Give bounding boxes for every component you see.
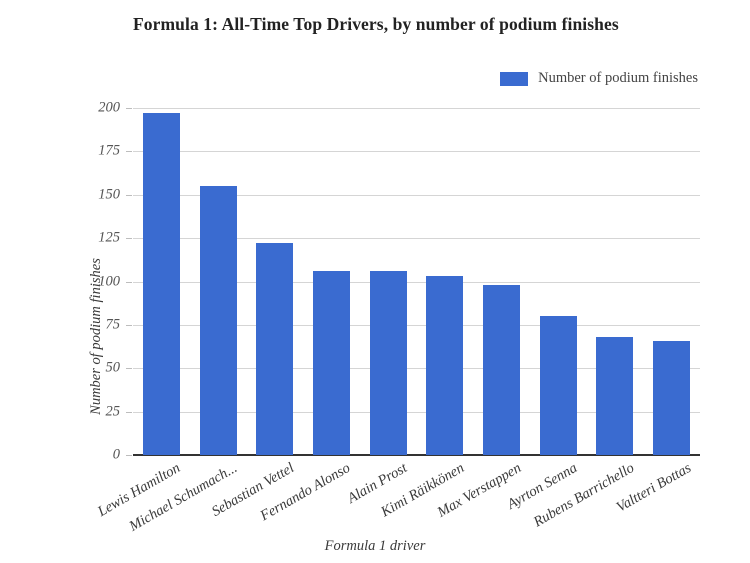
chart-legend: Number of podium finishes bbox=[500, 70, 698, 87]
bar[interactable] bbox=[596, 337, 634, 455]
legend-color-swatch bbox=[500, 71, 529, 86]
gridline bbox=[133, 368, 700, 370]
gridline bbox=[133, 411, 700, 413]
bar[interactable] bbox=[312, 271, 350, 455]
bar[interactable] bbox=[653, 340, 691, 455]
bar[interactable] bbox=[199, 186, 237, 455]
bar[interactable] bbox=[539, 316, 577, 455]
x-axis-tick-label: Rubens Barrichello bbox=[530, 460, 637, 531]
y-axis-tick-mark bbox=[126, 455, 132, 456]
y-axis-tick-mark bbox=[126, 324, 132, 326]
y-axis-tick-label: 175 bbox=[98, 142, 120, 159]
plot-area: 0 25 50 75 100 125 150 175 200 Lewis Hamilton Mic… bbox=[95, 100, 700, 535]
y-axis-tick-label: 200 bbox=[98, 99, 120, 116]
y-axis-tick-mark bbox=[126, 411, 132, 413]
bar[interactable] bbox=[142, 113, 180, 455]
bar[interactable] bbox=[483, 284, 521, 455]
y-axis-title-wrapper: Number of podium finishes bbox=[40, 108, 104, 455]
gridline bbox=[133, 238, 700, 240]
y-axis-tick-label: 50 bbox=[105, 359, 121, 376]
y-axis-tick-label: 25 bbox=[105, 403, 121, 420]
x-axis-title: Formula 1 driver bbox=[324, 538, 426, 554]
gridline bbox=[133, 151, 700, 153]
y-axis-tick-mark bbox=[126, 368, 132, 370]
chart-title: Formula 1: All-Time Top Drivers, by numb… bbox=[133, 14, 619, 34]
y-axis-tick-label: 75 bbox=[105, 316, 121, 333]
y-axis-tick-mark bbox=[126, 281, 132, 283]
gridline bbox=[133, 108, 700, 109]
gridline bbox=[133, 281, 700, 283]
bars-layer bbox=[133, 108, 700, 455]
x-axis-line bbox=[133, 454, 700, 456]
y-axis-tick-mark bbox=[126, 194, 132, 196]
y-axis-tick-mark bbox=[126, 238, 132, 240]
y-axis-tick-label: 0 bbox=[112, 446, 120, 463]
bar[interactable] bbox=[369, 271, 407, 455]
bar[interactable] bbox=[426, 276, 464, 455]
y-axis-tick-label: 100 bbox=[98, 273, 120, 289]
legend-label: Number of podium finishes bbox=[538, 70, 698, 86]
bar[interactable] bbox=[256, 243, 294, 455]
y-axis-tick-mark bbox=[126, 151, 132, 153]
y-axis-tick-mark bbox=[126, 108, 132, 109]
y-axis-tick-label: 150 bbox=[98, 186, 120, 203]
y-axis-tick-label: 125 bbox=[98, 229, 120, 246]
gridline bbox=[133, 194, 700, 196]
gridline bbox=[133, 324, 700, 326]
